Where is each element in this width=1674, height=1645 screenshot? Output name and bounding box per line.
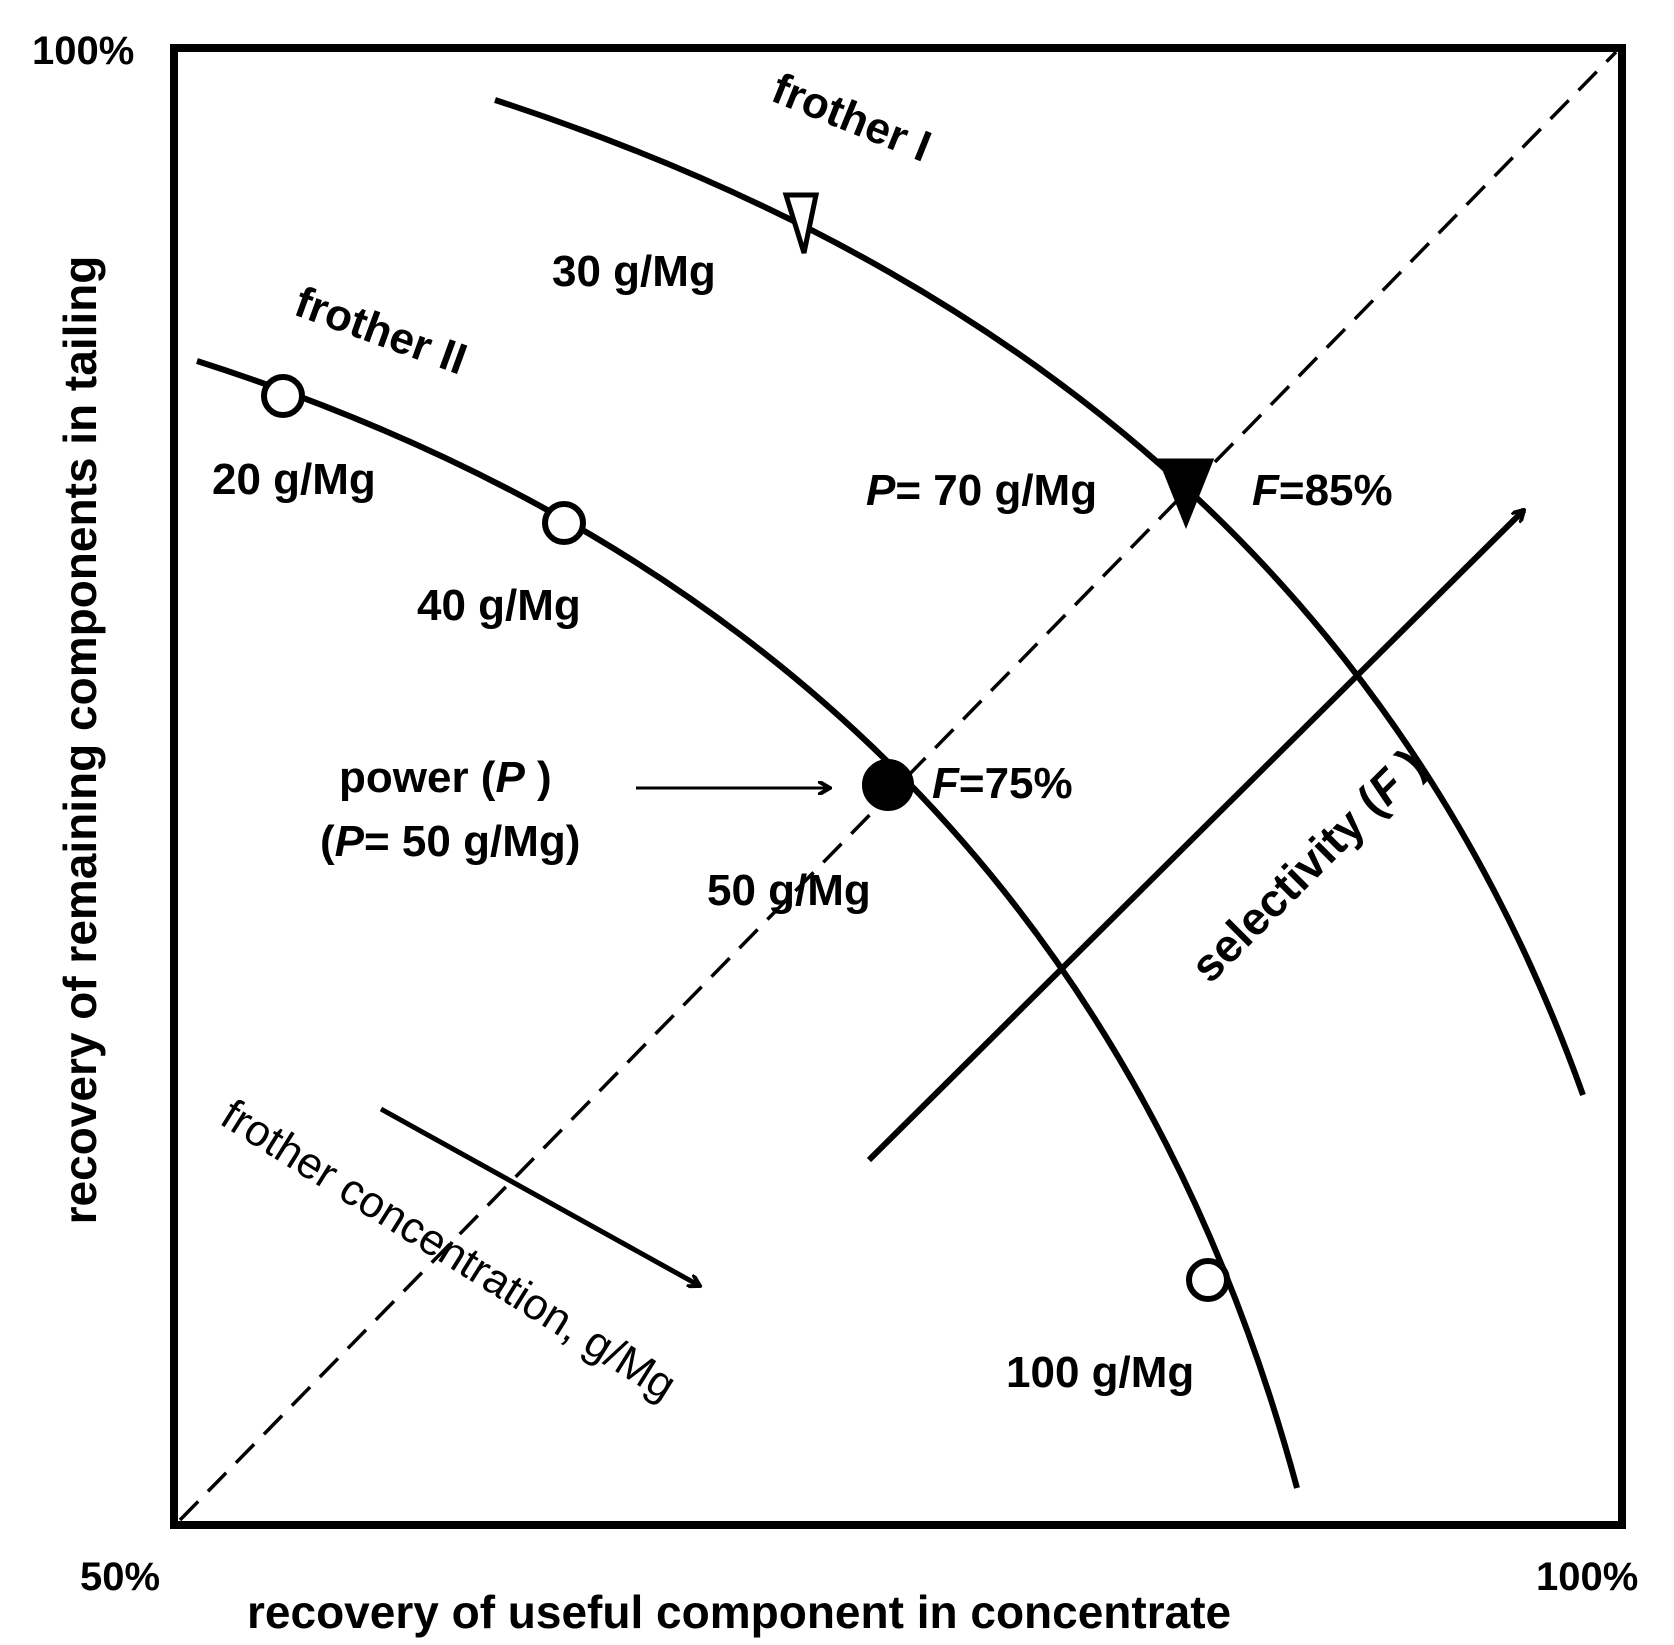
frother-2-20-marker: [261, 374, 305, 418]
frother-2-100-marker: [1186, 1258, 1230, 1302]
power-equation-symbol: P: [335, 817, 365, 866]
frother-2-40-label: 40 g/Mg: [417, 581, 581, 630]
power-word: power (: [339, 753, 496, 802]
selectivity-label: selectivity (F ): [1180, 738, 1434, 992]
frother-1-70-marker: [1157, 458, 1215, 530]
frother-1-selectivity-value: =85%: [1279, 466, 1393, 515]
selectivity-word: selectivity: [1180, 798, 1374, 992]
frother-2-50-marker: [862, 759, 914, 811]
selectivity-arrow: [866, 510, 1524, 1163]
frother-1-selectivity-label: F=85%: [1252, 466, 1393, 515]
frother-2-50-label: 50 g/Mg: [707, 866, 871, 915]
y-max-label: 100%: [32, 29, 134, 73]
frother-2-curve: [196, 358, 1300, 1489]
y-axis-title: recovery of remaining components in tail…: [54, 256, 106, 1225]
frother-1-30-label: 30 g/Mg: [552, 247, 716, 296]
power-label: power (P ): [339, 753, 552, 802]
power-close: ): [525, 753, 552, 802]
frother-concentration-arrow: [379, 1106, 700, 1286]
frother-2-100-label: 100 g/Mg: [1006, 1348, 1194, 1397]
power-equation-value: = 50 g/Mg): [364, 817, 580, 866]
frother-1-power-value: = 70 g/Mg: [895, 466, 1097, 515]
frother-1-30-marker: [782, 192, 820, 254]
frother-2-selectivity-label: F=75%: [932, 759, 1073, 808]
frother-1-selectivity-symbol: F: [1252, 466, 1280, 515]
frother-2-label: frother II: [289, 277, 473, 384]
frother-2-20-label: 20 g/Mg: [212, 455, 376, 504]
power-equation-label: (P= 50 g/Mg): [320, 817, 580, 866]
power-symbol: P: [495, 753, 525, 802]
plot-frame: [170, 44, 1626, 1529]
frother-concentration-label: frother concentration, g/Mg: [213, 1090, 685, 1410]
frother-1-label: frother I: [765, 64, 937, 172]
diagonal-reference-line: [178, 50, 1618, 1522]
frother-2-selectivity-symbol: F: [932, 759, 960, 808]
frother-1-power-label: P= 70 g/Mg: [866, 466, 1097, 515]
x-max-label: 100%: [1536, 1555, 1638, 1599]
frother-1-power-symbol: P: [866, 466, 896, 515]
x-axis-title: recovery of useful component in concentr…: [247, 1586, 1231, 1638]
power-equation-open: (: [320, 817, 335, 866]
frother-2-40-marker: [542, 501, 586, 545]
frother-2-selectivity-value: =75%: [959, 759, 1073, 808]
x-min-label: 50%: [80, 1555, 160, 1599]
